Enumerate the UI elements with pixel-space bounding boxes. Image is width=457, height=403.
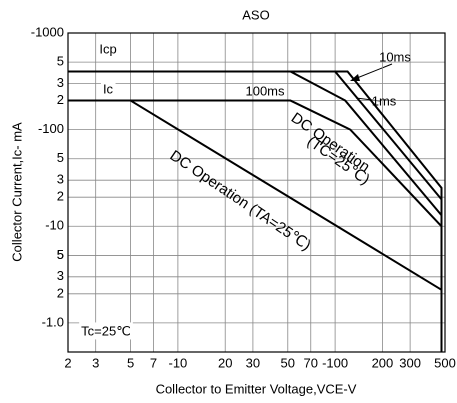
annotation: 1ms xyxy=(372,93,397,108)
label-bg xyxy=(97,40,119,58)
y-tick-label: -100 xyxy=(38,121,64,136)
annotation: Icp xyxy=(99,41,116,56)
y-tick-label: 3 xyxy=(57,75,64,90)
x-tick-label: 20 xyxy=(218,355,232,370)
x-tick-label: 7 xyxy=(150,355,157,370)
x-tick-label: 300 xyxy=(399,355,421,370)
y-tick-label: -1000 xyxy=(31,24,64,39)
x-axis-label: Collector to Emitter Voltage,VCE-V xyxy=(156,381,357,396)
label-bg xyxy=(79,322,133,340)
x-tick-label: 3 xyxy=(92,355,99,370)
y-tick-label: -1.0 xyxy=(42,314,64,329)
x-tick-label: 500 xyxy=(434,355,456,370)
annotation: Ic xyxy=(103,81,114,96)
series-line xyxy=(68,70,443,352)
x-tick-label: -100 xyxy=(322,355,348,370)
series-line xyxy=(334,70,443,200)
plot-frame xyxy=(67,32,446,353)
annotation: Tc=25℃ xyxy=(81,323,131,338)
label-bg xyxy=(100,80,116,98)
x-tick-label: 2 xyxy=(64,355,71,370)
annotation: DC Operation (TA=25℃) xyxy=(167,147,314,254)
y-tick-label: 3 xyxy=(57,268,64,283)
y-tick-label: -10 xyxy=(45,218,64,233)
annotation: 10ms xyxy=(379,49,411,64)
y-tick-label: 2 xyxy=(57,92,64,107)
y-tick-label: 3 xyxy=(57,172,64,187)
series-line xyxy=(289,70,443,216)
x-tick-label: 50 xyxy=(281,355,295,370)
x-tick-label: 70 xyxy=(304,355,318,370)
y-tick-label: 2 xyxy=(57,285,64,300)
arrow-head xyxy=(350,74,360,81)
y-tick-label: 5 xyxy=(57,54,64,69)
y-tick-label: 5 xyxy=(57,150,64,165)
x-tick-label: 5 xyxy=(127,355,134,370)
series-line xyxy=(130,99,443,291)
x-tick-label: 200 xyxy=(372,355,394,370)
x-tick-label: -10 xyxy=(168,355,187,370)
plot: 2 3 5 7 -10 20 30 50 70 -100 200 300 500 -1000 5 3 2 -100… xyxy=(31,24,456,370)
chart-title: ASO xyxy=(242,7,269,22)
y-tick-label: 2 xyxy=(57,189,64,204)
x-tick-label: 30 xyxy=(246,355,260,370)
annotation: 100ms xyxy=(245,83,285,98)
y-tick-label: 5 xyxy=(57,247,64,262)
y-axis-label: Collector Current,Ic- mA xyxy=(9,122,24,262)
y-tick-label: 5 xyxy=(57,247,64,262)
series-line xyxy=(68,99,443,227)
